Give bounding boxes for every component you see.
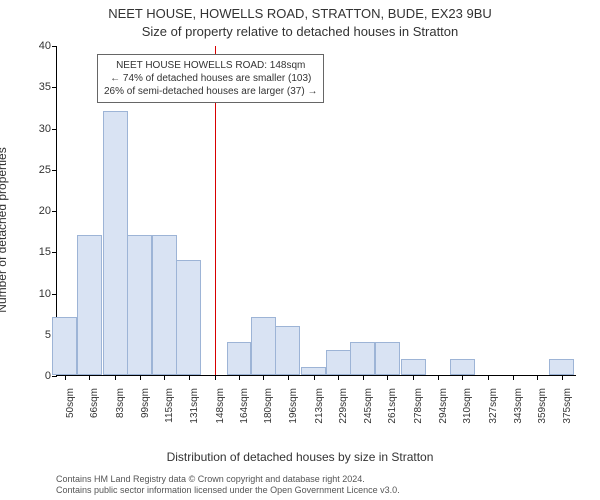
- histogram-bar: [176, 260, 201, 376]
- x-tick-label: 213sqm: [314, 388, 325, 428]
- y-tick-label: 0: [21, 370, 51, 382]
- y-tick-mark: [52, 376, 57, 377]
- histogram-bar: [401, 359, 426, 376]
- x-tick-mark: [562, 375, 563, 380]
- x-tick-label: 115sqm: [164, 388, 175, 428]
- x-tick-mark: [438, 375, 439, 380]
- annotation-box: NEET HOUSE HOWELLS ROAD: 148sqm← 74% of …: [97, 54, 324, 103]
- x-tick-label: 327sqm: [488, 388, 499, 428]
- histogram-bar: [52, 317, 77, 375]
- x-tick-label: 148sqm: [215, 388, 226, 428]
- x-tick-mark: [537, 375, 538, 380]
- x-tick-label: 229sqm: [338, 388, 349, 428]
- x-tick-label: 245sqm: [363, 388, 374, 428]
- y-tick-label: 30: [21, 123, 51, 135]
- y-tick-mark: [52, 252, 57, 253]
- x-tick-label: 196sqm: [288, 388, 299, 428]
- x-tick-mark: [140, 375, 141, 380]
- chart-title-sub: Size of property relative to detached ho…: [0, 24, 600, 39]
- y-tick-label: 40: [21, 40, 51, 52]
- y-tick-mark: [52, 129, 57, 130]
- x-tick-mark: [363, 375, 364, 380]
- x-tick-mark: [288, 375, 289, 380]
- histogram-bar: [301, 367, 326, 375]
- x-tick-mark: [488, 375, 489, 380]
- y-tick-mark: [52, 87, 57, 88]
- histogram-bar: [350, 342, 375, 375]
- y-tick-label: 35: [21, 81, 51, 93]
- x-tick-label: 278sqm: [413, 388, 424, 428]
- x-tick-label: 99sqm: [140, 388, 151, 428]
- x-tick-mark: [189, 375, 190, 380]
- y-tick-label: 5: [21, 329, 51, 341]
- histogram-bar: [127, 235, 152, 375]
- x-tick-label: 261sqm: [387, 388, 398, 428]
- x-tick-label: 375sqm: [562, 388, 573, 428]
- histogram-bar: [152, 235, 177, 375]
- plot-area: 051015202530354050sqm66sqm83sqm99sqm115s…: [56, 46, 576, 376]
- annotation-line: ← 74% of detached houses are smaller (10…: [104, 72, 317, 85]
- chart-title-main: NEET HOUSE, HOWELLS ROAD, STRATTON, BUDE…: [0, 6, 600, 21]
- histogram-bar: [450, 359, 475, 376]
- x-tick-mark: [215, 375, 216, 380]
- histogram-bar: [77, 235, 102, 375]
- y-tick-mark: [52, 46, 57, 47]
- y-tick-label: 25: [21, 164, 51, 176]
- annotation-line: 26% of semi-detached houses are larger (…: [104, 85, 317, 98]
- x-tick-label: 83sqm: [115, 388, 126, 428]
- x-tick-mark: [239, 375, 240, 380]
- x-tick-label: 66sqm: [89, 388, 100, 428]
- annotation-line: NEET HOUSE HOWELLS ROAD: 148sqm: [104, 59, 317, 72]
- x-axis-label: Distribution of detached houses by size …: [0, 450, 600, 464]
- x-tick-label: 343sqm: [513, 388, 524, 428]
- x-tick-mark: [115, 375, 116, 380]
- footer-line-2: Contains public sector information licen…: [56, 485, 400, 496]
- x-tick-mark: [462, 375, 463, 380]
- y-axis-label: Number of detached properties: [0, 147, 9, 312]
- x-tick-label: 294sqm: [438, 388, 449, 428]
- histogram-bar: [549, 359, 574, 376]
- x-tick-mark: [263, 375, 264, 380]
- x-tick-mark: [314, 375, 315, 380]
- histogram-bar: [375, 342, 400, 375]
- x-tick-label: 164sqm: [239, 388, 250, 428]
- x-tick-mark: [338, 375, 339, 380]
- y-tick-label: 10: [21, 288, 51, 300]
- x-tick-label: 50sqm: [65, 388, 76, 428]
- chart-container: NEET HOUSE, HOWELLS ROAD, STRATTON, BUDE…: [0, 0, 600, 500]
- x-tick-mark: [387, 375, 388, 380]
- x-tick-label: 180sqm: [263, 388, 274, 428]
- histogram-bar: [326, 350, 351, 375]
- x-tick-label: 310sqm: [462, 388, 473, 428]
- histogram-bar: [251, 317, 276, 375]
- x-tick-mark: [513, 375, 514, 380]
- x-tick-mark: [413, 375, 414, 380]
- histogram-bar: [275, 326, 300, 376]
- x-tick-mark: [89, 375, 90, 380]
- footer-line-1: Contains HM Land Registry data © Crown c…: [56, 474, 400, 485]
- x-tick-mark: [164, 375, 165, 380]
- histogram-bar: [227, 342, 252, 375]
- footer-attribution: Contains HM Land Registry data © Crown c…: [56, 474, 400, 497]
- x-tick-mark: [65, 375, 66, 380]
- y-tick-mark: [52, 211, 57, 212]
- x-tick-label: 131sqm: [189, 388, 200, 428]
- histogram-bar: [103, 111, 128, 375]
- y-tick-mark: [52, 294, 57, 295]
- y-tick-mark: [52, 170, 57, 171]
- x-tick-label: 359sqm: [537, 388, 548, 428]
- y-tick-label: 15: [21, 246, 51, 258]
- y-tick-label: 20: [21, 205, 51, 217]
